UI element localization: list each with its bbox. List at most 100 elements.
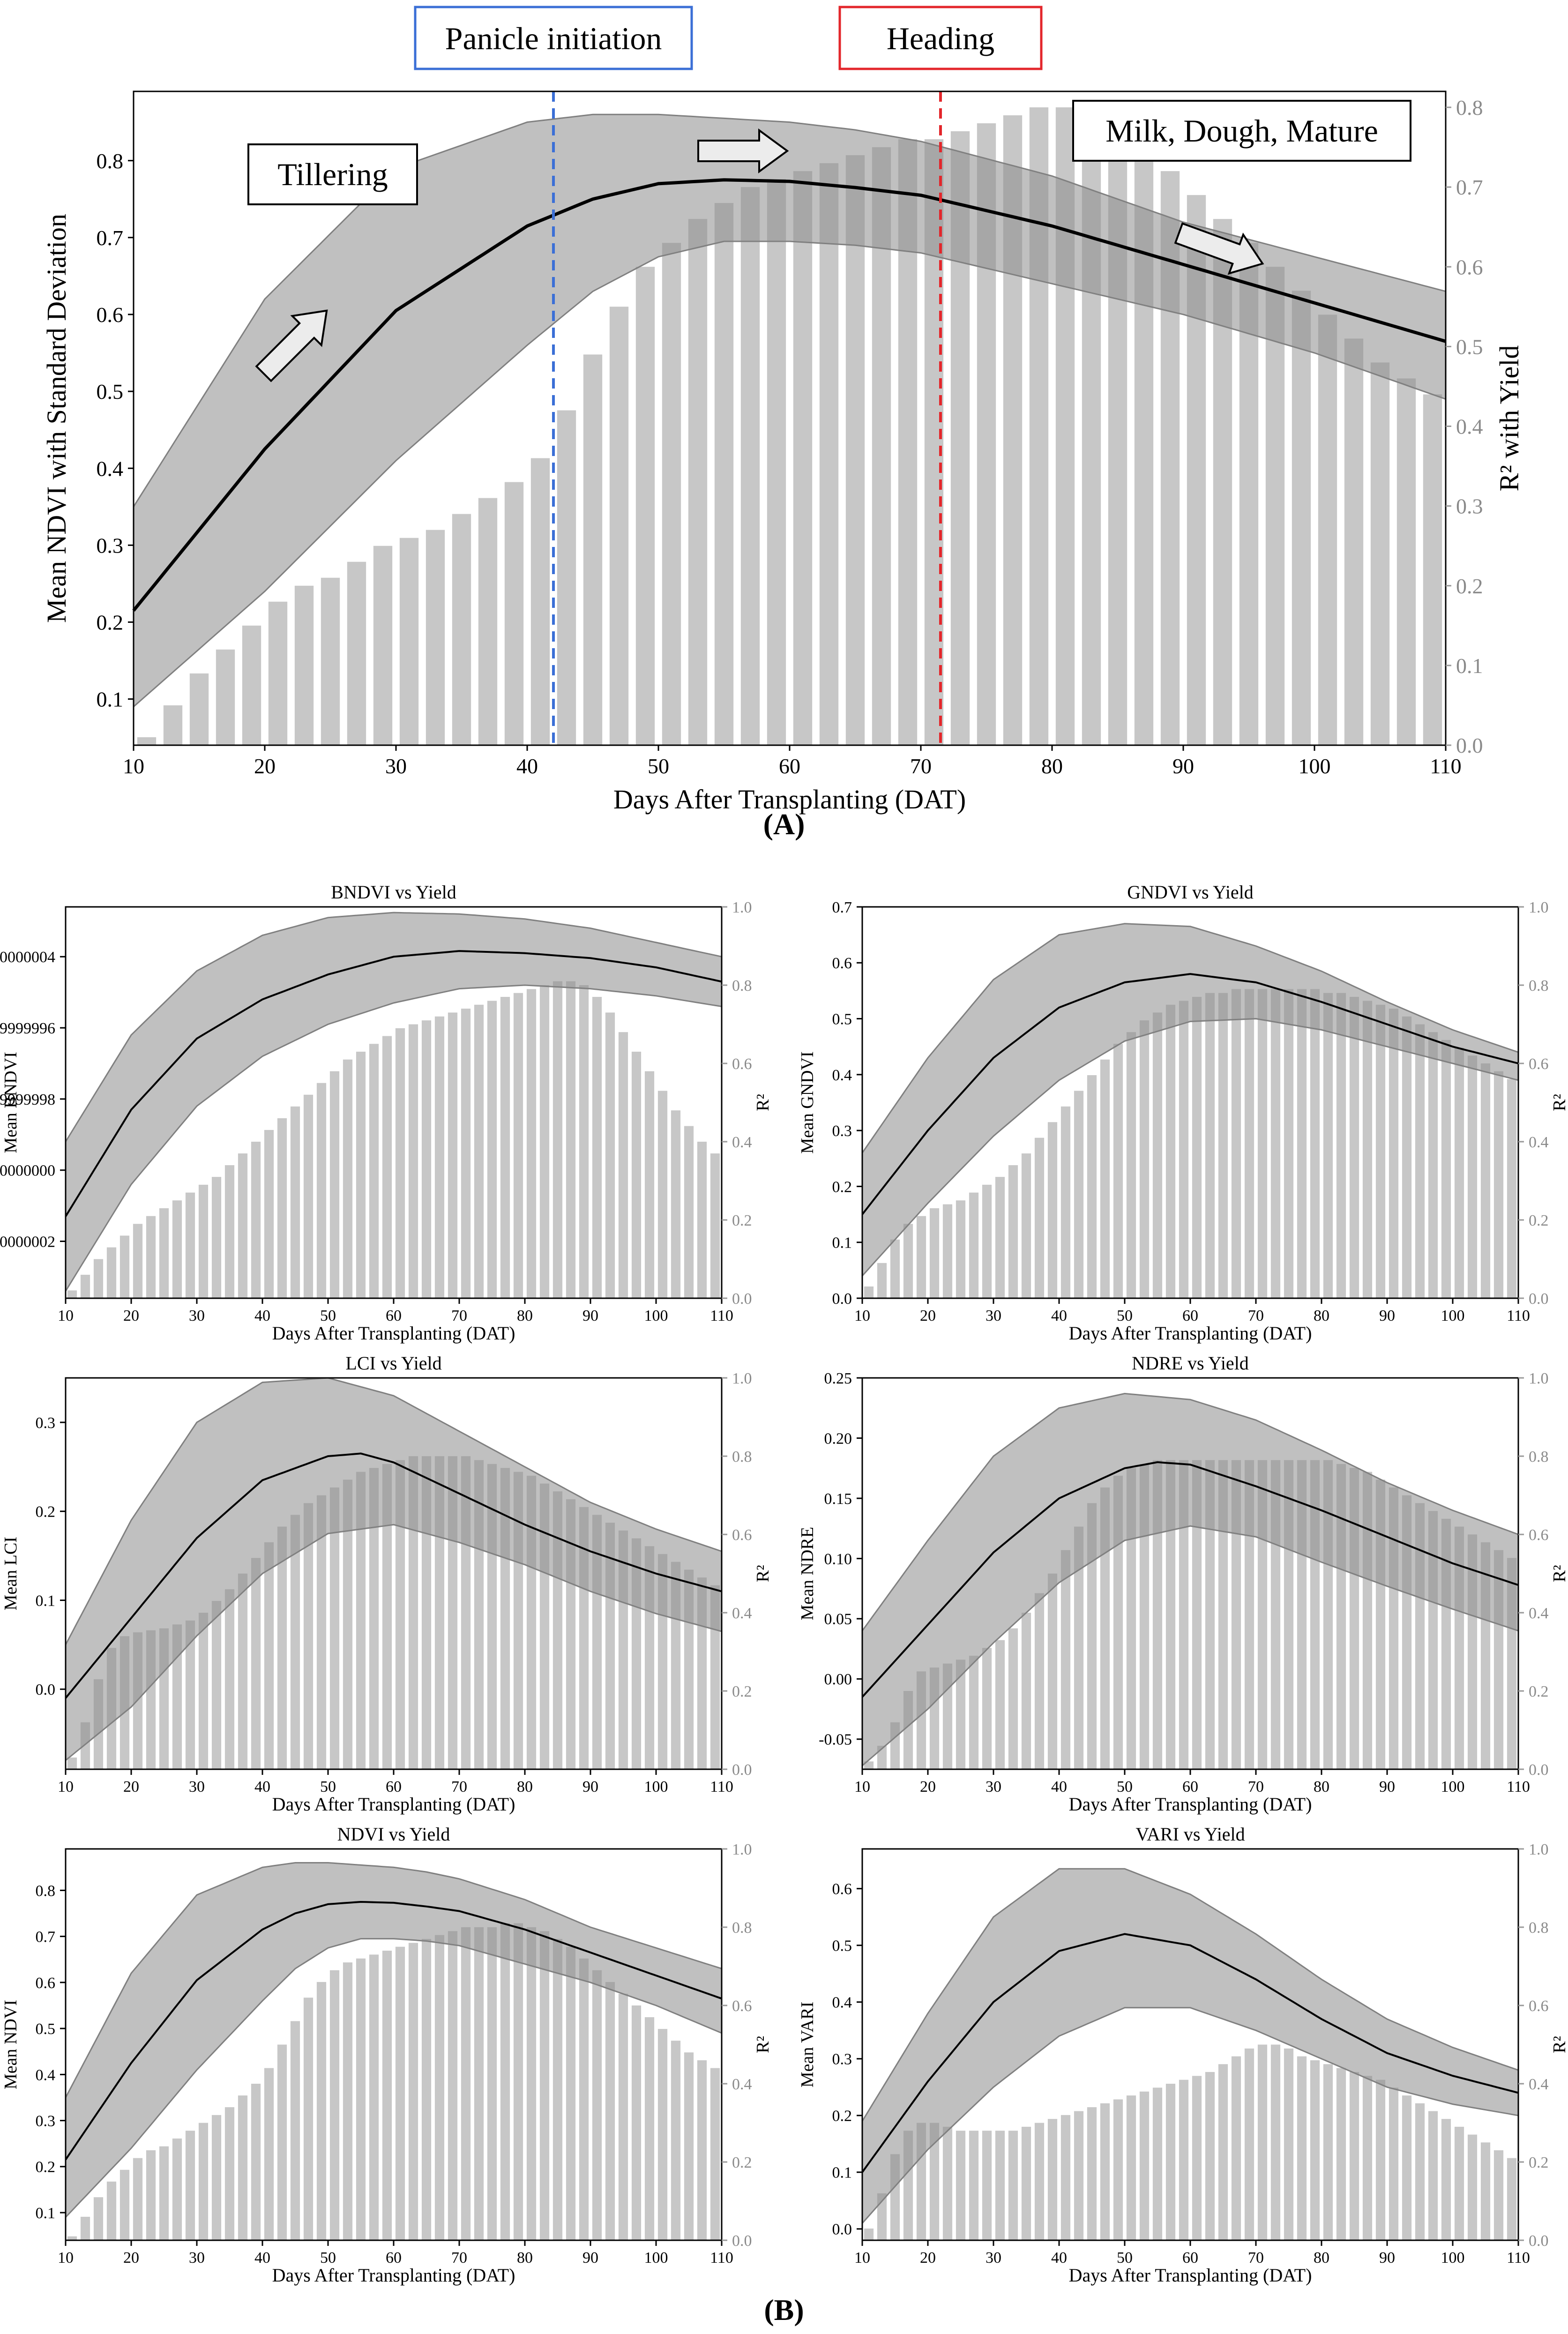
- y-tick-label: 0.1: [97, 688, 124, 711]
- r2-bar: [688, 219, 708, 746]
- chart-panel-ndre: 10 20 30 40 50 60 70 80 90 100 110 -0.05 0.00 0.05 0.1…: [798, 1353, 1568, 1815]
- r2-bar: [369, 1468, 379, 1769]
- x-tick-label: 30: [986, 1307, 1001, 1324]
- r2-bar: [671, 2041, 681, 2240]
- r2-bar: [163, 705, 183, 745]
- r2-bar: [106, 1247, 117, 1298]
- y2-tick-label: 0.0: [732, 1761, 752, 1779]
- r2-bar: [343, 1480, 353, 1769]
- y2-tick-label: 0.8: [1456, 96, 1483, 120]
- r2-bar: [159, 1208, 169, 1298]
- r2-bar: [1152, 1012, 1163, 1298]
- r2-bar: [1362, 1001, 1373, 1298]
- r2-bar: [500, 1923, 510, 2240]
- r2-bar: [1060, 2115, 1071, 2240]
- r2-bar: [264, 1130, 274, 1298]
- r2-bar: [268, 601, 288, 745]
- r2-bar: [382, 1036, 392, 1298]
- y-tick-label: 0.1: [36, 2205, 56, 2222]
- x-tick-label: 20: [920, 2249, 936, 2267]
- x-tick-label: 70: [451, 1778, 467, 1795]
- r2-bar: [969, 1192, 979, 1298]
- x-tick-label: 70: [451, 2249, 467, 2267]
- r2-bar: [321, 577, 340, 745]
- r2-bar: [1257, 2044, 1268, 2240]
- y-tick-label: 0.15: [824, 1490, 852, 1508]
- arrow-shape: [697, 128, 789, 173]
- y-tick-label: 0.59999999999999998: [0, 1091, 55, 1108]
- r2-bar: [1179, 1460, 1189, 1769]
- x-tick-label: 20: [920, 1778, 936, 1795]
- x-tick-label: 90: [1379, 2249, 1395, 2267]
- r2-bar: [566, 1946, 576, 2240]
- mean-curve: [861, 1933, 1519, 2173]
- y2-tick-label: 1.0: [732, 1841, 752, 1858]
- r2-bar: [710, 2068, 720, 2240]
- y2-tick-label: 0.4: [1529, 1134, 1549, 1151]
- r2-bar: [1375, 2080, 1386, 2240]
- r2-bar: [119, 1235, 130, 1298]
- r2-bar: [159, 2146, 169, 2240]
- y2-tick-label: 0.1: [1456, 654, 1483, 678]
- r2-bar: [408, 1456, 418, 1769]
- r2-bar: [382, 1464, 392, 1769]
- r2-bar: [1192, 2076, 1202, 2240]
- x-tick-label: 90: [1379, 1307, 1395, 1324]
- mean-curve: [65, 950, 722, 1217]
- x-tick-label: 50: [1117, 1307, 1133, 1324]
- r2-bar: [251, 1142, 261, 1298]
- y-tick-label: 0.2: [832, 2108, 852, 2125]
- r2-bar: [539, 985, 550, 1298]
- r2-bar: [877, 1745, 887, 1769]
- r2-bar: [530, 458, 550, 745]
- r2-bar: [1284, 989, 1294, 1298]
- x-tick-label: 40: [254, 1307, 270, 1324]
- x-tick-label: 90: [1379, 1778, 1395, 1795]
- x-tick-label: 90: [582, 2249, 598, 2267]
- y-tick-label: 0.6: [832, 955, 852, 972]
- y2-tick-label: 1.0: [1529, 1841, 1549, 1858]
- y2-tick-label: 0.0: [1456, 733, 1483, 757]
- r2-bar: [697, 1142, 707, 1298]
- r2-bar: [1297, 2056, 1307, 2240]
- x-tick-label: 100: [644, 1778, 668, 1795]
- r2-bar: [238, 1153, 248, 1298]
- x-tick-label: 110: [1507, 1778, 1530, 1795]
- r2-bar: [67, 1290, 77, 1298]
- r2-bar: [1179, 1001, 1189, 1298]
- r2-bar: [657, 1091, 668, 1298]
- r2-bar: [461, 1927, 471, 2240]
- r2-bar: [1231, 989, 1241, 1298]
- r2-bar: [1192, 1460, 1202, 1769]
- x-tick-label: 30: [189, 1307, 205, 1324]
- r2-bar: [1244, 2048, 1254, 2240]
- y-tick-label: 0.6: [36, 1975, 56, 1992]
- r2-bar: [710, 1585, 720, 1769]
- mean-curve: [861, 1461, 1519, 1698]
- r2-bar: [1034, 1593, 1045, 1769]
- y2-tick-label: 0.6: [732, 1055, 752, 1073]
- r2-bar: [1139, 2091, 1150, 2240]
- r2-bar: [216, 649, 235, 745]
- r2-bar: [1402, 1016, 1412, 1298]
- y-tick-label: 0.20: [824, 1430, 852, 1447]
- chart-title: BNDVI vs Yield: [331, 882, 456, 903]
- y2-tick-label: 0.4: [1529, 1605, 1549, 1622]
- r2-bar: [618, 1993, 628, 2240]
- x-tick-label: 60: [386, 2249, 402, 2267]
- r2-bar: [1126, 1468, 1136, 1769]
- r2-bar: [242, 625, 261, 745]
- x-tick-label: 70: [1248, 1778, 1264, 1795]
- r2-bar: [347, 561, 366, 745]
- y2-axis-label: R²: [1550, 2036, 1568, 2053]
- r2-bar: [605, 1982, 615, 2240]
- y2-tick-label: 0.4: [1456, 415, 1483, 439]
- r2-bar: [224, 1165, 235, 1298]
- r2-bar: [1428, 1032, 1438, 1298]
- x-tick-label: 40: [1051, 1307, 1067, 1324]
- r2-bar: [421, 1020, 432, 1298]
- r2-bar: [956, 2131, 966, 2240]
- r2-bar: [1375, 1004, 1386, 1298]
- chart-panel-ndvi: 10 20 30 40 50 60 70 80 90 100 110 0.1 0.2 0.3 0.4 0.5 0…: [1, 1824, 773, 2286]
- r2-bar: [631, 1051, 642, 1298]
